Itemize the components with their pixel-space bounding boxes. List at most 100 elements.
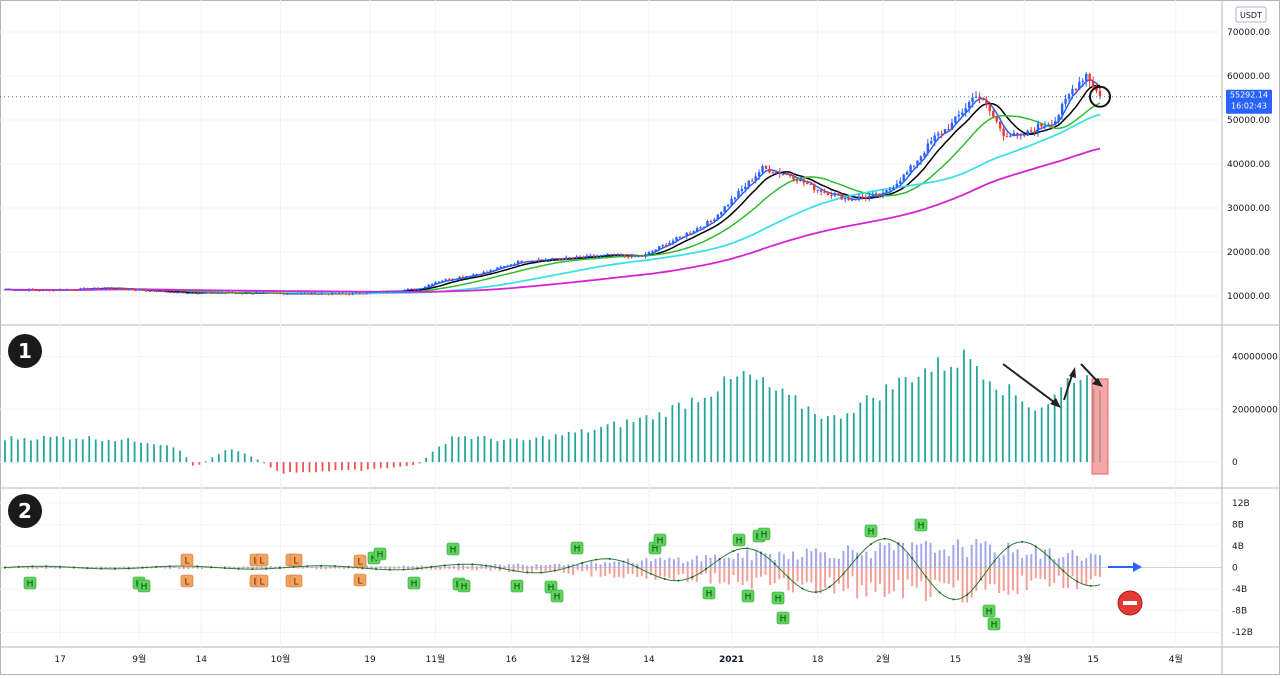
candle-body	[69, 289, 72, 291]
candle-body	[720, 212, 723, 215]
panel2-signal-point	[1048, 556, 1051, 559]
panel2-bar-negative	[498, 567, 501, 572]
panel1-tick-label: 0	[1232, 458, 1238, 468]
panel2-bar-negative	[686, 567, 689, 583]
panel1-bar	[451, 436, 453, 463]
candle-body	[1074, 88, 1078, 90]
candle-body	[623, 254, 627, 257]
panel2-bar-negative	[1044, 567, 1047, 580]
ma-line-ma-very-long	[5, 147, 1101, 293]
panel2-bar-negative	[668, 567, 671, 579]
candle-body	[392, 291, 396, 293]
panel2-bar-negative	[966, 567, 969, 603]
marker-high-label: H	[461, 583, 468, 593]
panel2-bar-negative	[420, 567, 423, 571]
panel2-bar-negative	[865, 567, 868, 597]
panel2-bar-negative	[517, 567, 520, 571]
candle-body	[747, 180, 750, 187]
candle-body	[482, 271, 485, 275]
panel2-bar-positive	[95, 566, 98, 568]
panel2-bar-positive	[549, 564, 552, 568]
panel2-signal-point	[911, 557, 914, 560]
panel1-bar	[639, 417, 641, 463]
candle-body	[175, 292, 179, 294]
panel2-bar-negative	[672, 567, 675, 580]
panel2-bar-positive	[411, 566, 414, 568]
panel2-bar-negative	[489, 567, 492, 571]
price-tick-label: 40000.00	[1227, 160, 1270, 170]
candle-body	[981, 98, 985, 100]
candle-body	[850, 199, 854, 201]
panel1-bar	[943, 370, 946, 463]
candle-body	[527, 261, 530, 263]
panel1-bar	[632, 421, 635, 463]
panel1-bar	[820, 418, 823, 463]
panel1-bar	[405, 462, 408, 466]
panel2-signal-point	[388, 568, 391, 571]
panel2-signal-point	[168, 565, 171, 568]
marker-high	[457, 579, 471, 593]
panel2-bar-negative	[1007, 567, 1010, 595]
panel2-bar-negative	[659, 567, 662, 577]
panel2-signal-point	[595, 558, 598, 561]
currency-badge[interactable]: USDT	[1235, 6, 1267, 23]
panel2-bar-positive	[801, 556, 804, 568]
panel1-bar	[600, 426, 602, 463]
panel2-bar-negative	[425, 567, 428, 570]
candle-body	[386, 290, 389, 292]
panel1-bar	[619, 427, 622, 463]
panel1-bar	[1034, 410, 1037, 463]
candle-body	[237, 293, 241, 295]
panel2-bar-negative	[260, 567, 263, 569]
panel2-bar-negative	[627, 567, 630, 574]
panel1-bar	[664, 416, 667, 463]
panel2-bar-negative	[869, 567, 872, 583]
x-tick-label: 18	[812, 655, 824, 665]
panel1-bar	[593, 429, 596, 463]
panel2-bar-negative	[934, 567, 937, 580]
panel2-bar-negative	[901, 567, 904, 598]
candle-body	[203, 292, 206, 294]
panel1-bar	[107, 439, 110, 463]
panel2-bar-negative	[1066, 567, 1069, 589]
candle-body	[24, 289, 27, 291]
panel2-bar-positive	[677, 557, 680, 568]
panel2-bar-positive	[828, 557, 831, 568]
x-tick-label: 2월	[876, 653, 890, 665]
panel2-bar-positive	[865, 551, 868, 568]
panel2-bar-negative	[173, 567, 176, 569]
panel1-bar	[373, 462, 376, 469]
candle-body	[616, 254, 620, 256]
panel2-bar-negative	[640, 567, 643, 577]
panel2-signal-point	[1076, 580, 1079, 583]
panel2-bar-positive	[984, 541, 987, 568]
marker-low	[180, 553, 194, 567]
panel2-signal-point	[979, 578, 982, 581]
panel2-bar-positive	[233, 566, 236, 568]
panel1-bar	[457, 436, 460, 463]
candle-body	[372, 291, 375, 293]
candle-body	[234, 293, 237, 295]
candle-body	[751, 180, 754, 182]
panel2-bar-negative	[769, 567, 772, 586]
candle-body	[144, 290, 148, 292]
candle-body	[874, 193, 878, 195]
panel1-bar	[852, 412, 855, 463]
candle-body	[675, 237, 678, 241]
panel2-bar-positive	[384, 566, 387, 568]
panel2-signal-point	[512, 569, 515, 572]
panel1-bar	[431, 451, 434, 463]
candle-body	[640, 255, 644, 257]
candle-body	[799, 179, 802, 182]
panel2-bar-positive	[1071, 550, 1074, 568]
panel2-bar-negative	[704, 567, 707, 574]
candle-body	[961, 112, 964, 115]
panel2-bar-positive	[938, 550, 941, 568]
panel2-bar-positive	[127, 566, 130, 568]
panel1-number: 1	[18, 339, 32, 363]
candle-body	[151, 290, 155, 292]
panel2-bar-positive	[315, 566, 318, 568]
panel2-bar-positive	[132, 567, 135, 568]
